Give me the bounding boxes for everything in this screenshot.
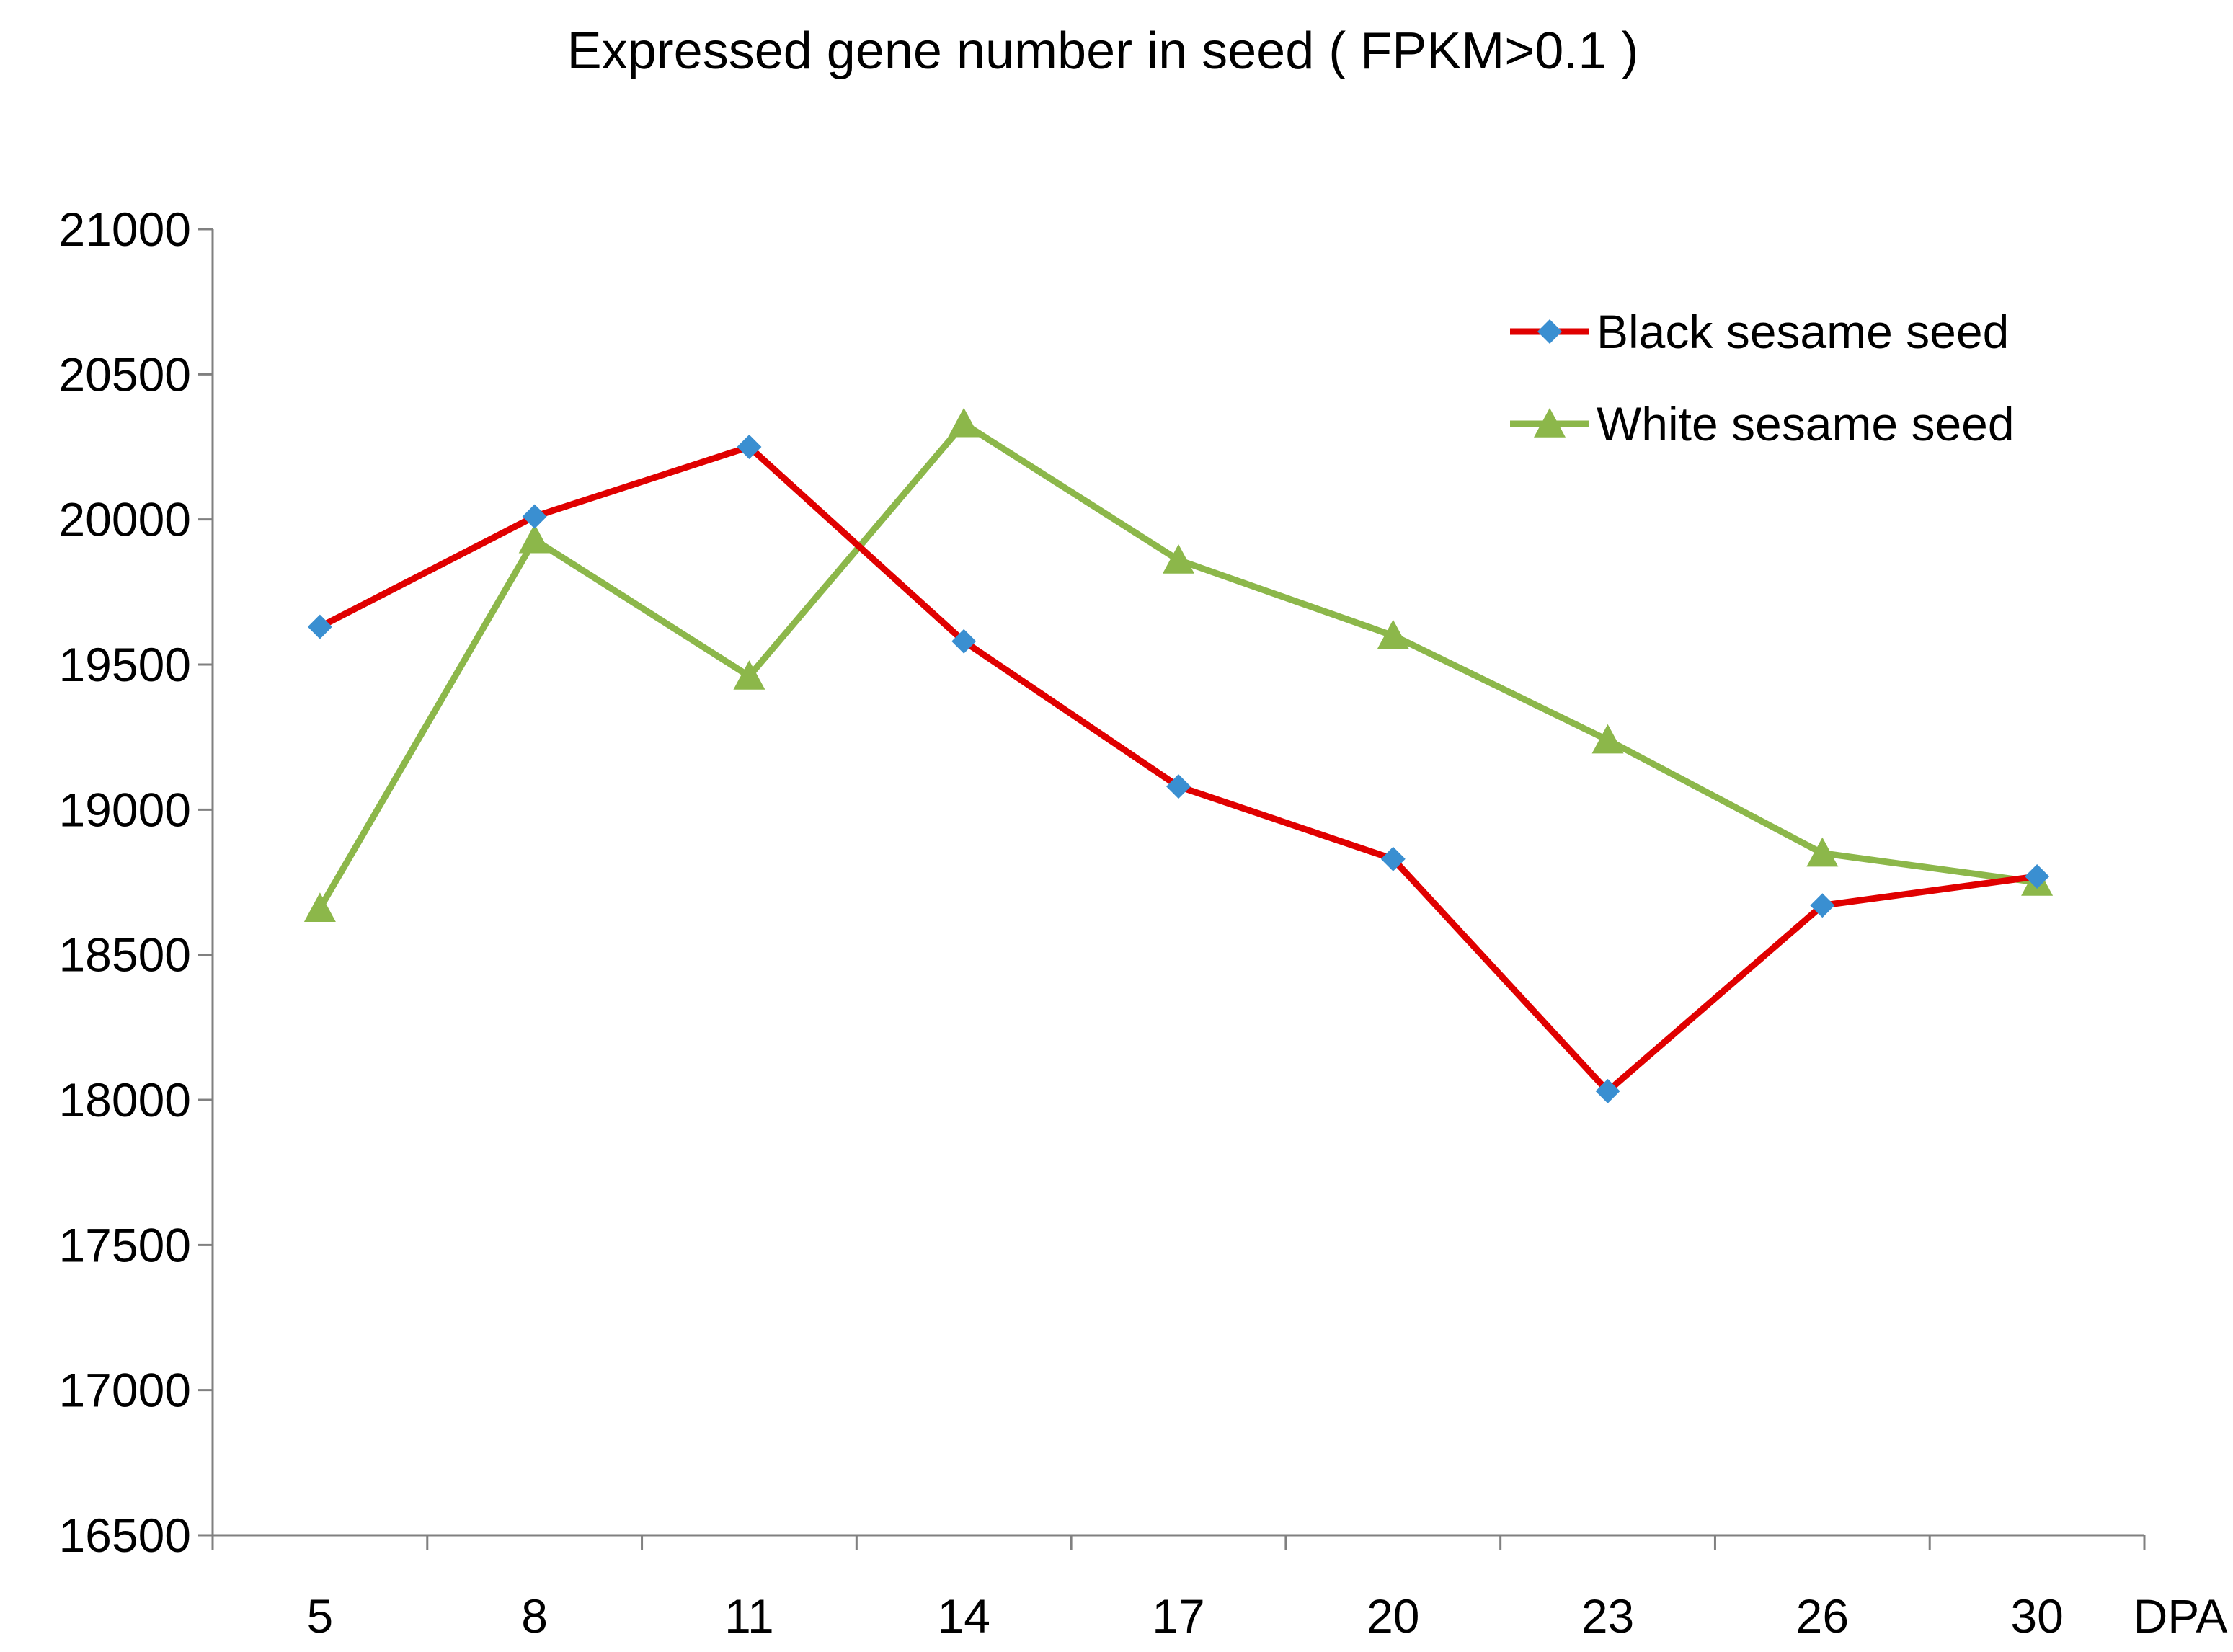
y-axis-ticks: 16500 17000 17500 18000 18500 19000 19500 20000… [58, 203, 213, 1562]
data-point-white-sesame-seed [1377, 619, 1409, 649]
series-white-sesame-seed [303, 407, 2054, 922]
x-tick-label: 11 [724, 1589, 774, 1643]
x-tick-label: 30 [2010, 1589, 2063, 1643]
y-tick-label: 18500 [58, 928, 191, 982]
data-point-black-sesame-seed [1810, 893, 1835, 918]
data-point-white-sesame-seed [518, 523, 551, 554]
x-tick-label: 26 [1796, 1589, 1849, 1643]
y-tick-label: 20500 [58, 347, 191, 401]
data-point-white-sesame-seed [948, 407, 980, 438]
y-tick-label: 21000 [58, 203, 191, 256]
legend-marker [1537, 319, 1562, 344]
data-point-white-sesame-seed [1163, 544, 1194, 574]
legend-item-white-sesame-seed: White sesame seed [1510, 397, 2015, 450]
y-tick-label: 17000 [58, 1364, 191, 1417]
legend-label: White sesame seed [1597, 397, 2015, 450]
x-axis-ticks: 5 8 11 14 17 20 23 26 30 [211, 1535, 2146, 1643]
legend-marker [1534, 408, 1566, 438]
y-tick-label: 20000 [58, 493, 191, 546]
data-point-white-sesame-seed [1806, 837, 1839, 867]
data-point-black-sesame-seed [1595, 1078, 1620, 1103]
y-tick-label: 19000 [58, 783, 191, 836]
axes [211, 229, 2144, 1537]
series-layer [303, 407, 2054, 1103]
legend: Black sesame seed White sesame seed [1510, 305, 2015, 450]
legend-label: Black sesame seed [1597, 305, 2009, 358]
data-point-black-sesame-seed [737, 435, 762, 459]
legend-item-black-sesame-seed: Black sesame seed [1510, 305, 2009, 358]
y-tick-label: 17500 [58, 1218, 191, 1271]
y-tick-label: 18000 [58, 1073, 191, 1127]
chart-title: Expressed gene number in seed ( FPKM>0.1… [567, 22, 1639, 80]
series-black-sesame-seed [307, 435, 2050, 1103]
data-point-black-sesame-seed [951, 629, 977, 654]
data-point-black-sesame-seed [1380, 846, 1406, 871]
x-tick-label: 8 [521, 1589, 548, 1643]
data-point-black-sesame-seed [1166, 774, 1191, 799]
series-line-white-sesame-seed [317, 420, 2038, 910]
data-point-black-sesame-seed [2025, 863, 2050, 889]
data-point-white-sesame-seed [1591, 724, 1624, 754]
y-tick-label: 16500 [58, 1509, 191, 1562]
x-tick-label: 23 [1581, 1589, 1634, 1643]
x-axis-label: DPA [2134, 1589, 2228, 1643]
y-tick-label: 19500 [58, 638, 191, 691]
data-point-white-sesame-seed [733, 660, 765, 690]
x-tick-label: 17 [1152, 1589, 1204, 1643]
x-tick-label: 20 [1367, 1589, 1419, 1643]
x-tick-label: 14 [938, 1589, 990, 1643]
series-line-black-sesame-seed [318, 443, 2038, 1095]
data-point-white-sesame-seed [303, 892, 336, 922]
data-point-black-sesame-seed [522, 504, 547, 529]
x-tick-label: 5 [307, 1589, 334, 1643]
data-point-black-sesame-seed [307, 614, 332, 639]
